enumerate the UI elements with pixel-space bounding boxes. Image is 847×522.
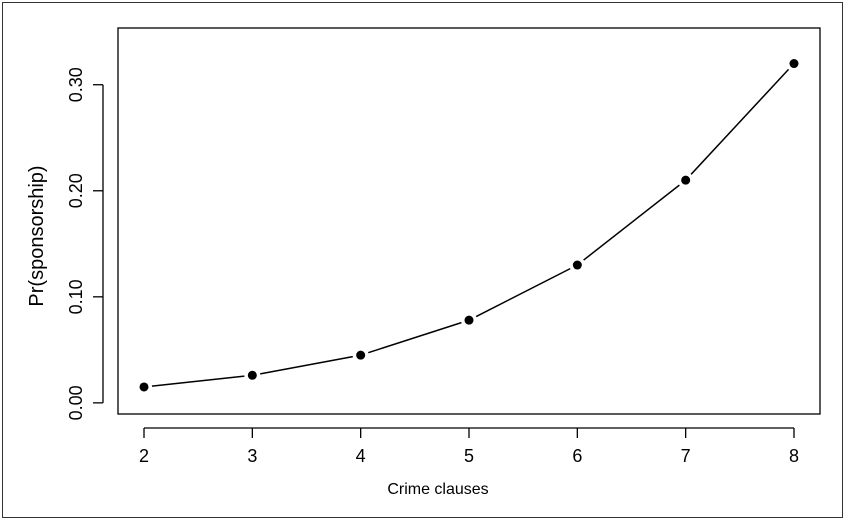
x-tick-label: 5 xyxy=(464,446,474,466)
y-tick-label: 0.10 xyxy=(66,279,86,314)
x-tick-label: 7 xyxy=(681,446,691,466)
plot-area-box xyxy=(117,27,821,415)
x-tick-label: 2 xyxy=(139,446,149,466)
data-point xyxy=(681,175,691,185)
x-tick-label: 8 xyxy=(789,446,799,466)
data-point xyxy=(247,370,257,380)
y-tick-label: 0.30 xyxy=(66,67,86,102)
data-point xyxy=(572,260,582,270)
y-tick-label: 0.20 xyxy=(66,173,86,208)
data-point xyxy=(356,350,366,360)
x-axis: 2 3 4 5 6 7 8 xyxy=(139,427,799,466)
series-line-segment xyxy=(475,267,571,318)
series-line-segment xyxy=(260,355,353,375)
series-layer xyxy=(139,59,799,392)
x-tick-label: 4 xyxy=(356,446,366,466)
series-line-segment xyxy=(583,184,680,261)
series-line-segment xyxy=(151,375,245,387)
x-tick-label: 3 xyxy=(247,446,257,466)
data-point xyxy=(464,315,474,325)
x-axis-title: Crime clauses xyxy=(387,481,488,498)
y-axis: 0.00 0.10 0.20 0.30 xyxy=(66,67,104,420)
y-tick-label: 0.00 xyxy=(66,385,86,420)
series-line-segment xyxy=(690,68,790,175)
y-axis-title: Pr(sponsorship) xyxy=(26,165,48,306)
x-tick-label: 6 xyxy=(572,446,582,466)
series-line-segment xyxy=(368,321,462,354)
data-point xyxy=(789,59,799,69)
data-point xyxy=(139,382,149,392)
